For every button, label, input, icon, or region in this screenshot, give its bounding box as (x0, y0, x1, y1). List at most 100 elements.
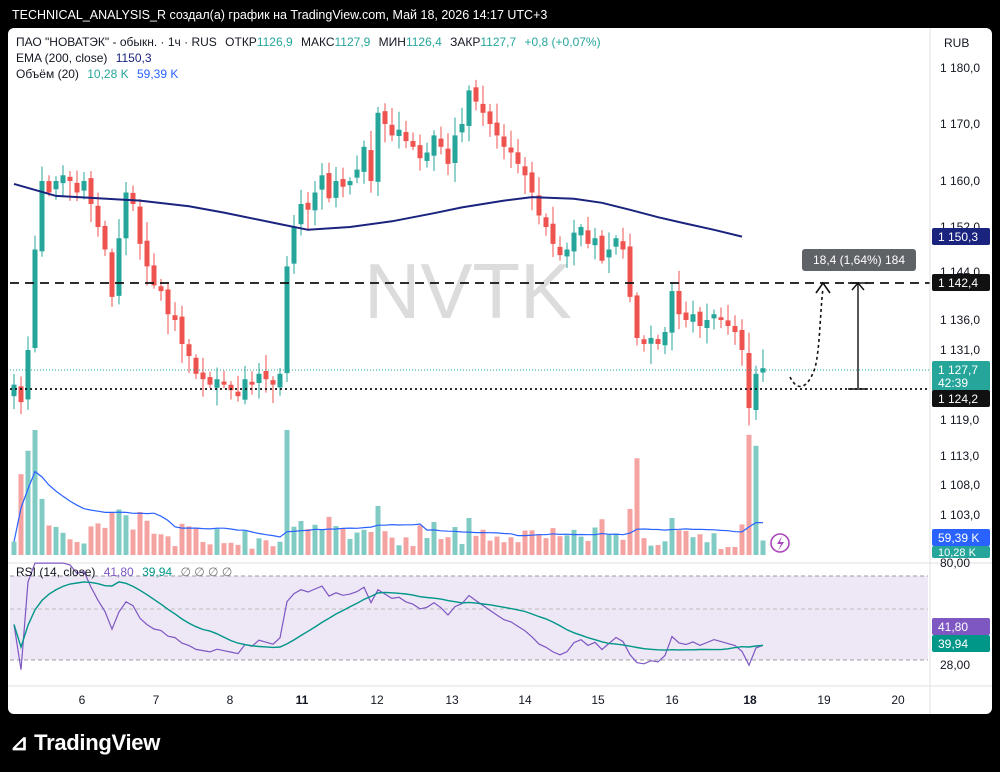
candle-body (291, 227, 297, 264)
volume-bar (746, 434, 752, 555)
legend-low: 1126,4 (406, 35, 442, 49)
volume-bar (340, 528, 346, 555)
volume-bar (529, 530, 535, 555)
candle-body (487, 111, 493, 124)
volume-bar (515, 542, 521, 555)
candle-body (130, 192, 136, 204)
candle-body (431, 135, 437, 156)
volume-bar (578, 536, 584, 555)
candle-body (564, 249, 570, 257)
volume-bar (501, 542, 507, 555)
volume-bar (25, 450, 31, 555)
candle-body (606, 249, 612, 258)
volume-bar (102, 527, 108, 555)
legend-rsi-value: 41,80 (104, 565, 134, 579)
candle-body (718, 317, 724, 320)
volume-bar (109, 512, 115, 555)
volume-bar (319, 529, 325, 555)
currency-label[interactable]: RUB (944, 36, 969, 50)
rsi-tick-28: 28,00 (940, 658, 970, 672)
resistance-badge: 1 142,4 (938, 276, 978, 290)
volume-bar (718, 549, 724, 555)
volume-bar (662, 541, 668, 555)
volume-layer (11, 430, 766, 555)
vol-badge-box (932, 546, 990, 558)
volume-bar (214, 528, 220, 555)
volume-bar (543, 538, 549, 555)
volume-bar (137, 511, 143, 555)
candle-body (25, 350, 31, 400)
volume-bar (522, 530, 528, 555)
candle-body (648, 338, 654, 344)
candle-body (312, 192, 318, 211)
candle-body (725, 320, 731, 326)
candle-body (375, 112, 381, 182)
volume-bar (585, 540, 591, 555)
price-tick: 1 108,0 (940, 478, 980, 492)
time-tick: 11 (296, 693, 309, 707)
volume-bar (424, 538, 430, 555)
candle-body (137, 206, 143, 244)
volume-bar (200, 541, 206, 555)
time-tick: 13 (445, 693, 459, 707)
time-tick: 16 (665, 693, 679, 707)
chart-panel[interactable]: NVTK 18,4 (1,64%) 184 1 180,0 1 170,0 1 16… (8, 28, 992, 714)
candle-body (249, 381, 255, 385)
volume-bar (32, 430, 38, 555)
candle-body (284, 266, 290, 374)
candle-body (95, 205, 101, 227)
time-tick: 15 (591, 693, 605, 707)
candle-body (263, 370, 269, 380)
ema-line (13, 182, 743, 238)
price-tick: 1 131,0 (940, 343, 980, 357)
volume-ma-line (13, 470, 763, 542)
candle-body (382, 111, 388, 124)
rsi-band (10, 576, 928, 660)
volume-bar (613, 533, 619, 555)
price-axis[interactable]: 1 180,01 170,01 160,01 152,01 144,01 136… (940, 61, 980, 522)
candle-body (165, 289, 171, 315)
legend[interactable]: ПАО "НОВАТЭК" - обыкн. · 1ч · RUS ОТКР11… (16, 35, 601, 579)
candle-body (46, 181, 52, 193)
volume-bar (725, 546, 731, 555)
candle-body (445, 148, 451, 164)
candle-body (501, 136, 507, 147)
candle-body (11, 384, 17, 397)
tradingview-brand[interactable]: ⊿ TradingView (10, 730, 160, 756)
projection-arrowhead (815, 281, 831, 294)
price-chart[interactable]: NVTK 18,4 (1,64%) 184 1 180,0 1 170,0 1 16… (8, 28, 992, 714)
volume-bar (676, 530, 682, 555)
volume-bar (263, 540, 269, 555)
volume-bar (431, 521, 437, 555)
volume-bar (284, 430, 290, 555)
candle-body (410, 141, 416, 147)
volume-bar (494, 536, 500, 555)
time-tick: 14 (518, 693, 532, 707)
candle-body (704, 320, 710, 328)
candle-body (557, 246, 563, 256)
candle-body (508, 147, 514, 153)
candle-body (739, 329, 745, 350)
candle-body (697, 311, 703, 326)
time-tick: 19 (817, 693, 831, 707)
resistance-badge-box (932, 274, 990, 291)
candle-body (368, 150, 374, 181)
volume-bar (466, 518, 472, 555)
volume-bar (116, 509, 122, 555)
candle-body (571, 232, 577, 252)
candle-body (144, 240, 150, 267)
candle-body (676, 290, 682, 315)
candle-body (655, 339, 661, 344)
candle-body (60, 175, 66, 184)
time-axis[interactable]: 6 7 8 11 12 13 14 15 16 18 19 20 (79, 693, 905, 707)
price-tick: 1 170,0 (940, 117, 980, 131)
volume-bar (564, 535, 570, 555)
candle-body (473, 87, 479, 102)
volume-bar (389, 537, 395, 555)
candle-body (452, 135, 458, 164)
legend-ema-label: EMA (200, close) (16, 51, 107, 65)
ema-badge-box (932, 228, 990, 245)
support-badge: 1 124,2 (938, 392, 978, 406)
svg-text:ПАО "НОВАТЭК" - обыкн. · 1ч ·: ПАО "НОВАТЭК" - обыкн. · 1ч · RUS ОТКР11… (16, 35, 601, 49)
candle-body (39, 181, 45, 252)
